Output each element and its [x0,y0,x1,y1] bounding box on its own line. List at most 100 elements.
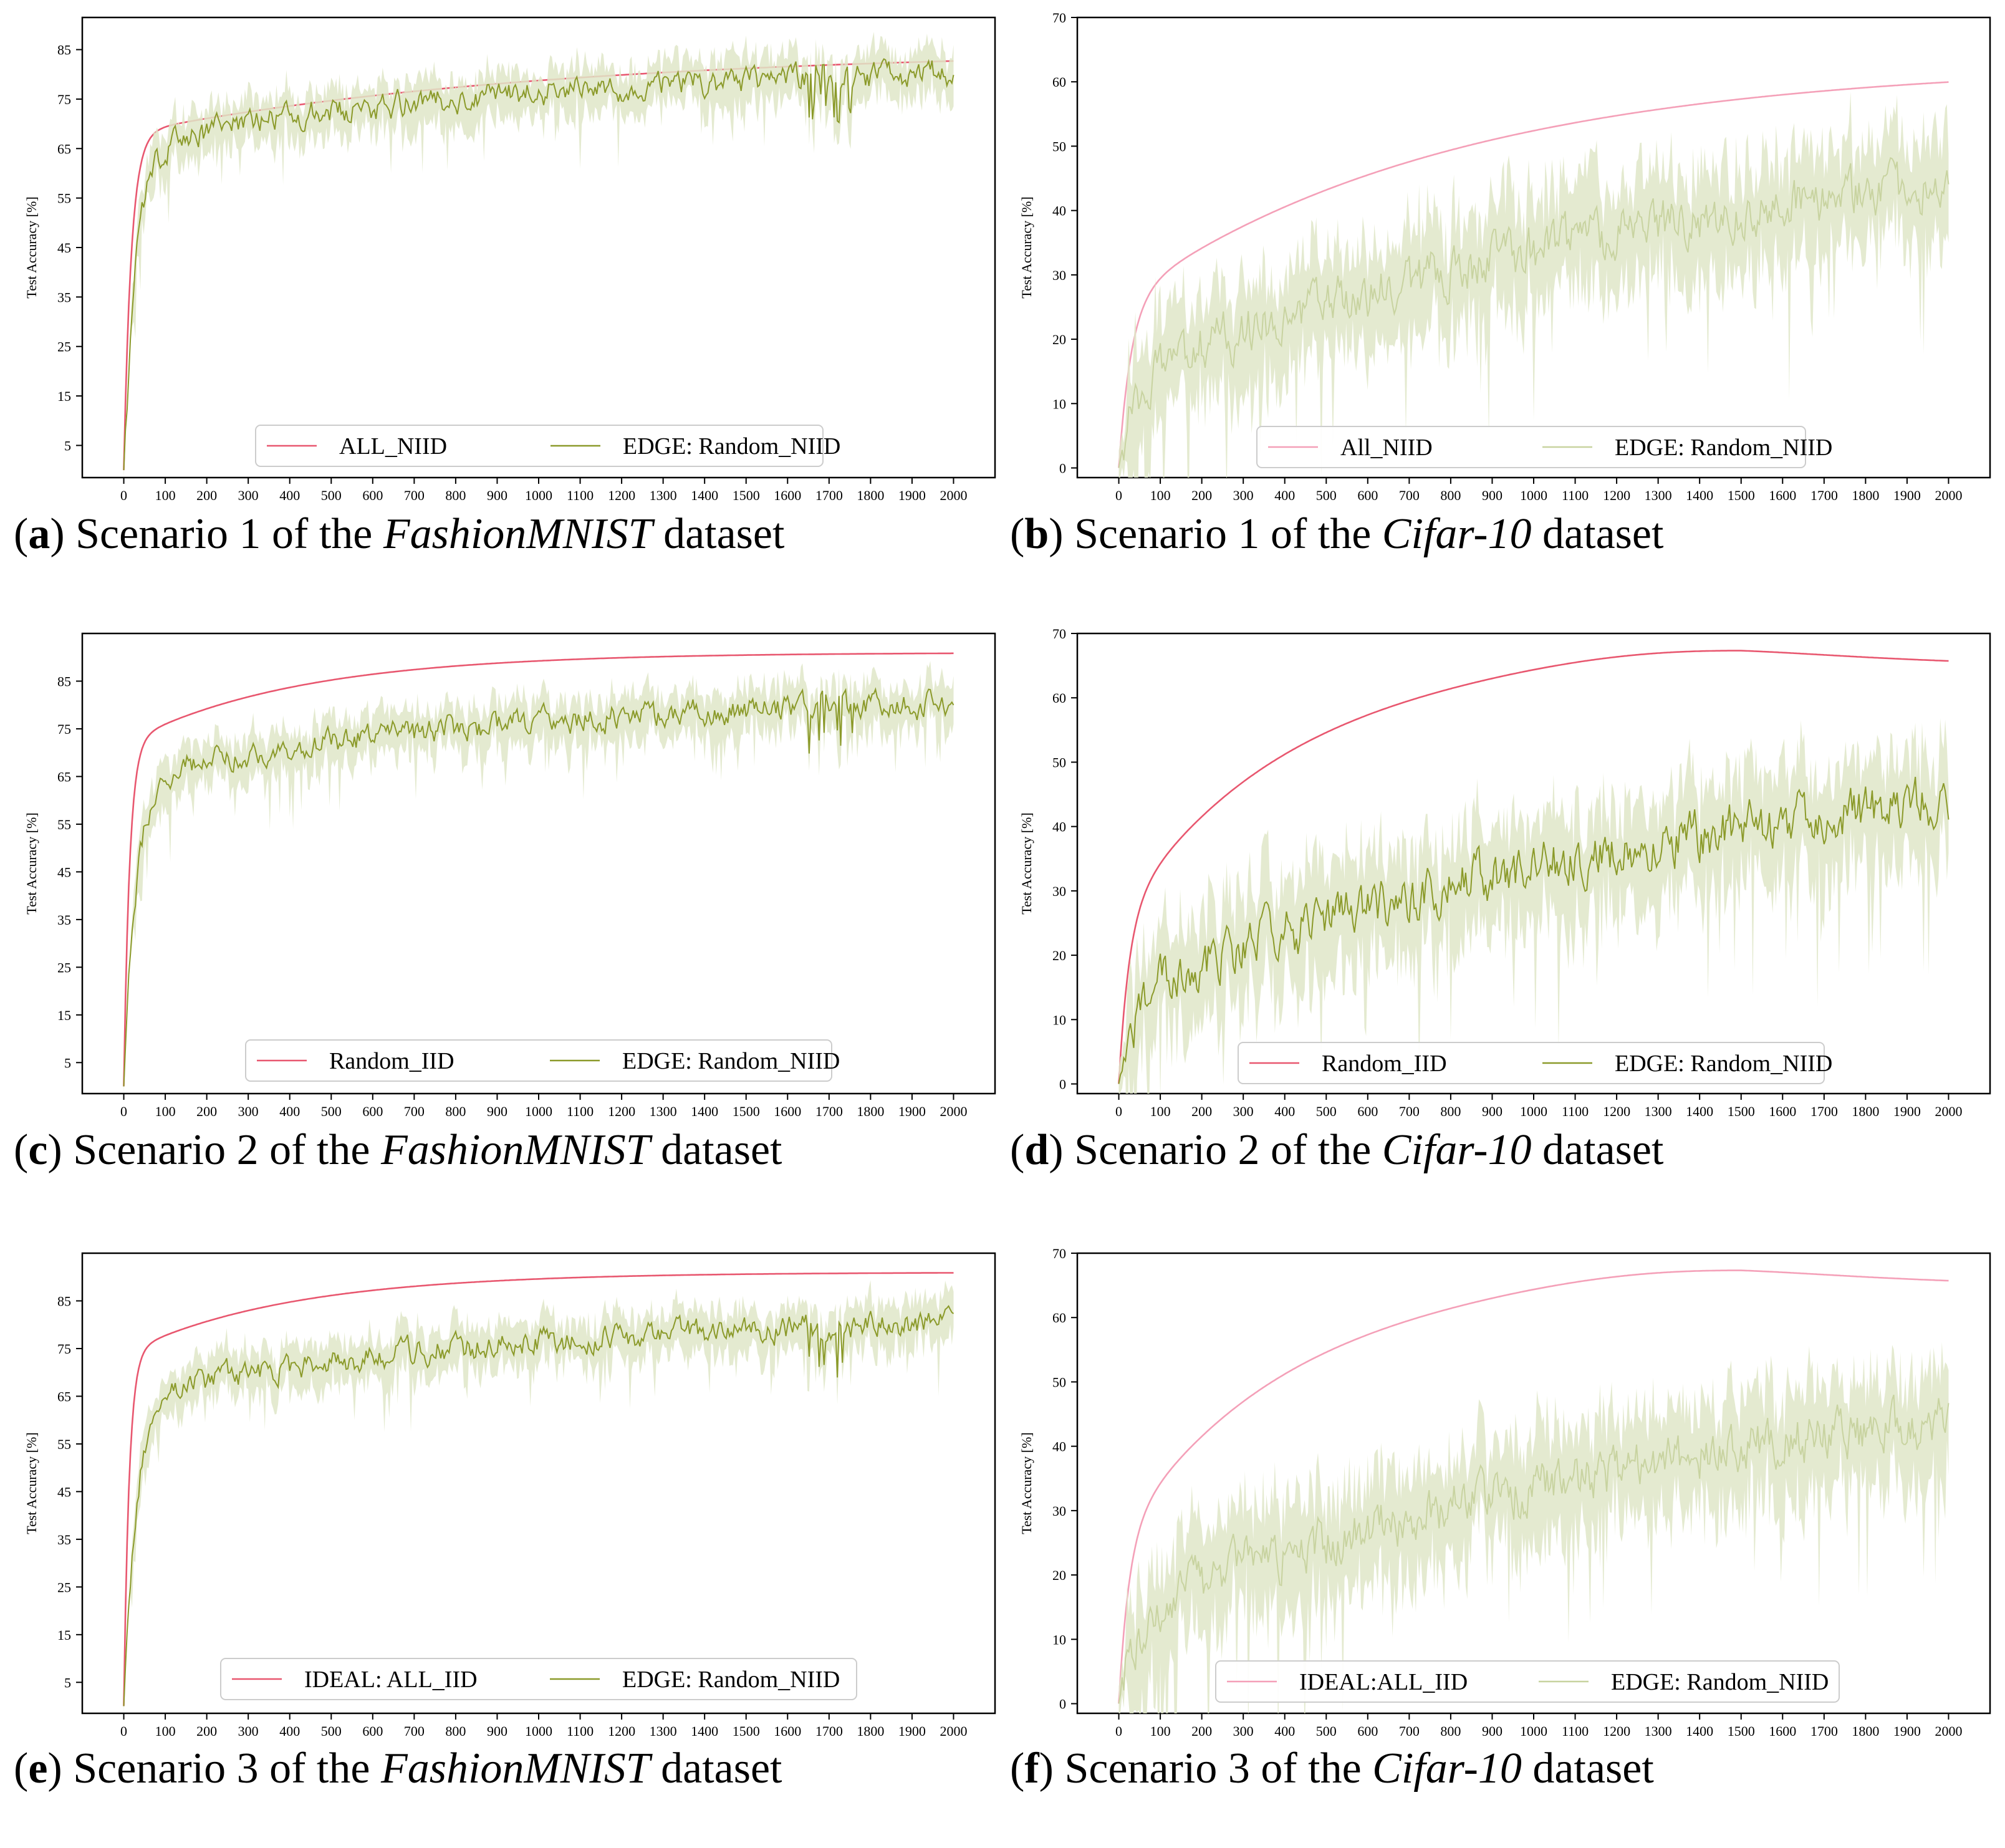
x-tick-label: 1600 [774,488,801,503]
x-tick-label: 1600 [774,1723,801,1739]
y-tick-label: 40 [1052,203,1066,219]
caption-text: Scenario 1 of the [64,510,383,558]
y-axis-label: Test Accuracy [%] [24,196,39,298]
y-tick-label: 75 [57,1341,71,1357]
y-axis-label: Test Accuracy [%] [1019,196,1034,298]
y-axis-label: Test Accuracy [%] [24,812,39,914]
x-tick-label: 1500 [733,488,760,503]
plot-area [123,32,954,478]
x-tick-label: 1400 [691,1104,718,1119]
series-line-1 [123,1304,954,1706]
y-tick-label: 60 [1052,74,1066,90]
x-tick-label: 1400 [691,488,718,503]
subfigure-caption-c: (c) Scenario 2 of the FashionMNIST datas… [14,1126,782,1174]
series-line-1 [1118,156,1950,468]
x-tick-label: 1800 [857,1104,884,1119]
subfigure-caption-d: (d) Scenario 2 of the Cifar-10 dataset [1010,1126,1664,1174]
legend-label-0: IDEAL: ALL_IID [304,1667,478,1693]
series-line-1 [123,58,954,471]
x-tick-label: 300 [1233,1723,1254,1739]
y-tick-label: 20 [1052,332,1066,347]
chart-panel-d: 0 100 200 300 400 500 600 700 800 900 1000 1100 1200… [1019,626,1991,1119]
y-tick-label: 50 [1052,138,1066,154]
x-tick-label: 1900 [1893,1104,1921,1119]
x-tick-label: 300 [238,488,259,503]
x-tick-label: 400 [279,488,300,503]
y-tick-label: 5 [64,1675,71,1690]
x-tick-label: 400 [1274,1723,1295,1739]
series-line-0 [1118,1269,1949,1704]
x-tick-label: 1600 [1769,488,1796,503]
y-tick-label: 70 [1052,10,1066,26]
x-tick-label: 700 [1399,488,1420,503]
x-tick-label: 700 [1399,1723,1420,1739]
x-tick-label: 2000 [1935,488,1962,503]
caption-letter: a [28,510,50,558]
plot-area [1118,650,1950,1094]
legend-box [220,1658,857,1700]
x-tick-label: 1000 [525,1723,552,1739]
x-tick-label: 0 [1115,1723,1122,1739]
y-tick-label: 25 [57,960,71,975]
y-tick-label: 85 [57,42,71,58]
x-tick-label: 900 [487,1723,507,1739]
x-tick-label: 200 [196,1104,217,1119]
x-tick-label: 1000 [1520,1723,1547,1739]
x-tick-label: 200 [1191,488,1212,503]
x-tick-label: 1000 [1520,1104,1547,1119]
x-tick-label: 400 [279,1723,300,1739]
x-tick-label: 1900 [898,1723,926,1739]
caption-dataset: Cifar-10 [1382,1126,1532,1174]
x-tick-label: 2000 [940,1723,967,1739]
x-tick-label: 1300 [650,1104,677,1119]
x-tick-label: 1900 [898,1104,926,1119]
y-tick-label: 10 [1052,396,1066,411]
y-tick-label: 50 [1052,754,1066,770]
x-tick-label: 1900 [898,488,926,503]
y-tick-label: 20 [1052,948,1066,963]
y-tick-label: 30 [1052,267,1066,283]
x-tick-label: 0 [1115,488,1122,503]
x-tick-label: 300 [238,1104,259,1119]
x-tick-label: 1500 [1728,1723,1755,1739]
y-tick-label: 55 [57,1437,71,1452]
x-tick-label: 500 [321,1723,342,1739]
y-tick-label: 70 [1052,626,1066,642]
x-tick-label: 2000 [1935,1104,1962,1119]
legend-label-0: IDEAL:ALL_IID [1299,1669,1468,1695]
caption-letter: b [1024,510,1049,558]
x-tick-label: 2000 [940,1104,967,1119]
caption-text: Scenario 3 of the [62,1745,381,1793]
x-tick-label: 100 [1150,488,1171,503]
x-tick-label: 1700 [1810,1104,1838,1119]
x-tick-label: 1700 [815,488,843,503]
legend-label-1: EDGE: Random_NIID [1615,1051,1832,1077]
y-tick-label: 35 [57,1532,71,1547]
x-tick-label: 1700 [1810,1723,1838,1739]
x-tick-label: 300 [1233,1104,1254,1119]
x-tick-label: 400 [1274,488,1295,503]
x-tick-label: 900 [487,1104,507,1119]
y-tick-label: 10 [1052,1632,1066,1647]
x-tick-label: 1400 [1686,1104,1713,1119]
x-tick-label: 200 [196,1723,217,1739]
x-tick-label: 100 [155,488,176,503]
x-tick-label: 1100 [567,1104,594,1119]
caption-text: Scenario 3 of the [1053,1745,1373,1793]
x-tick-label: 1200 [608,488,635,503]
y-tick-label: 65 [57,1388,71,1404]
chart-panel-b: 0 100 200 300 400 500 600 700 800 900 1000 1100 1200… [1019,10,1991,503]
subfigure-caption-b: (b) Scenario 1 of the Cifar-10 dataset [1010,510,1664,558]
x-tick-label: 1300 [650,488,677,503]
y-tick-label: 85 [57,673,71,689]
y-tick-label: 30 [1052,883,1066,899]
chart-panel-c: 0 100 200 300 400 500 600 700 800 900 1000 1100 1200… [24,632,996,1119]
legend-label-1: EDGE: Random_NIID [1611,1669,1829,1695]
series-line-0 [1118,81,1949,468]
series-line-1 [123,687,954,1087]
x-tick-label: 1300 [1645,1723,1672,1739]
y-tick-label: 15 [57,1627,71,1643]
x-tick-label: 1200 [1603,1723,1630,1739]
y-tick-label: 15 [57,388,71,404]
